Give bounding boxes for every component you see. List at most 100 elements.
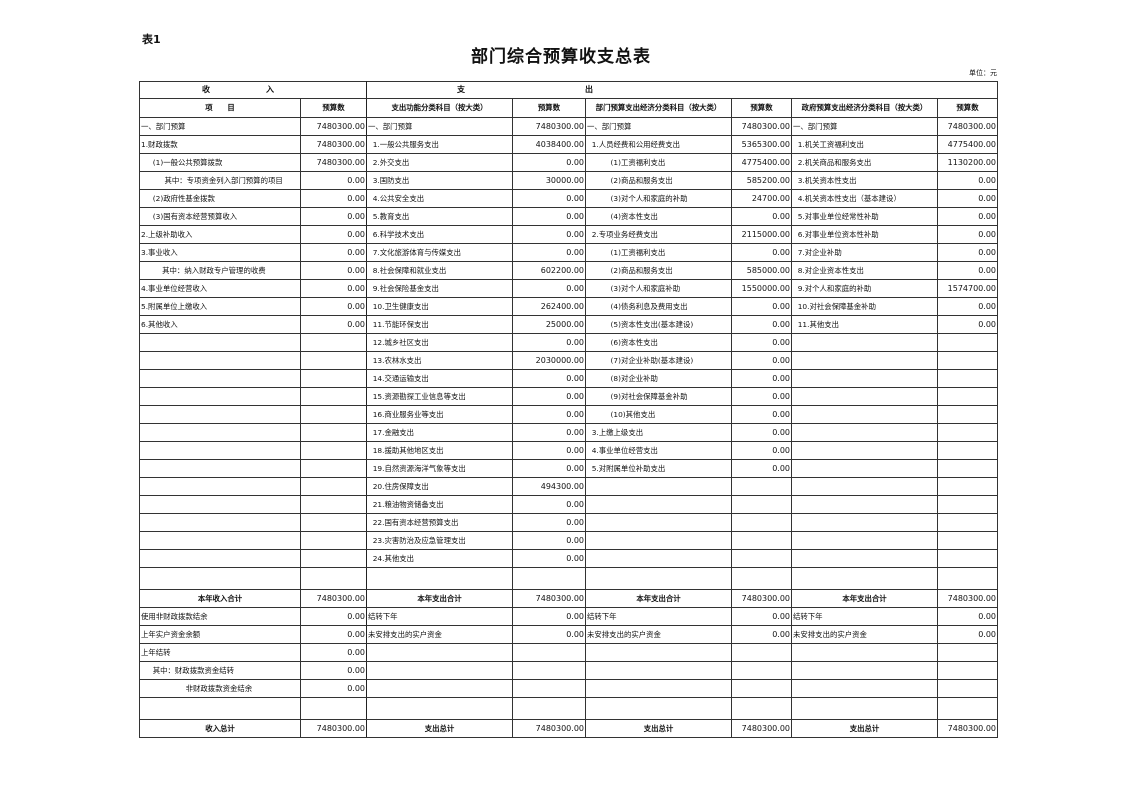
gov-econ-amount-cell <box>937 661 998 680</box>
table-row: 其中：纳入财政专户管理的收费 0.00 8.社会保障和就业支出 602200.00 … <box>139 261 998 280</box>
dept-econ-amount-cell: 0.00 <box>731 423 792 442</box>
income-amount-cell <box>300 459 367 478</box>
income-item-cell: 非财政拨款资金结余 <box>139 679 301 698</box>
function-item-cell: 23.灾害防治及应急管理支出 <box>366 531 513 550</box>
table-row: 收入总计 7480300.00 支出总计 7480300.00 支出总计 7480300.… <box>139 719 998 738</box>
gov-econ-amount-cell: 7480300.00 <box>937 589 998 608</box>
function-item-cell <box>366 661 513 680</box>
dept-econ-item-cell: 本年支出合计 <box>585 589 732 608</box>
income-amount-cell: 0.00 <box>300 607 367 626</box>
dept-econ-amount-cell: 0.00 <box>731 333 792 352</box>
table-row: (3)国有资本经营预算收入 0.00 5.教育支出 0.00 (4)资本性支出 0.0… <box>139 207 998 226</box>
dept-econ-amount-cell: 7480300.00 <box>731 117 792 136</box>
function-amount-cell: 602200.00 <box>512 261 586 280</box>
table-row: 12.城乡社区支出 0.00 (6)资本性支出 0.00 <box>139 333 998 352</box>
gov-econ-item-cell <box>791 459 938 478</box>
dept-econ-amount-cell <box>731 661 792 680</box>
function-amount-cell: 30000.00 <box>512 171 586 190</box>
dept-econ-item-cell: 1.人员经费和公用经费支出 <box>585 135 732 154</box>
gov-econ-item-cell: 结转下年 <box>791 607 938 626</box>
function-amount-cell: 0.00 <box>512 153 586 172</box>
function-amount-cell: 0.00 <box>512 495 586 514</box>
section-header-row: 收 入 支 出 <box>139 81 998 99</box>
income-item-cell: 5.附属单位上缴收入 <box>139 297 301 316</box>
expense-section-header: 支 出 <box>366 81 998 99</box>
income-item-cell <box>139 333 301 352</box>
income-amount-cell: 0.00 <box>300 315 367 334</box>
income-amount-cell: 0.00 <box>300 171 367 190</box>
dept-econ-amount-cell: 0.00 <box>731 351 792 370</box>
income-amount-cell: 7480300.00 <box>300 135 367 154</box>
income-item-cell <box>139 495 301 514</box>
gov-econ-amount-cell <box>937 531 998 550</box>
dept-econ-item-cell: (4)资本性支出 <box>585 207 732 226</box>
function-amount-cell: 0.00 <box>512 369 586 388</box>
income-amount-cell: 0.00 <box>300 625 367 644</box>
income-item-cell: 本年收入合计 <box>139 589 301 608</box>
gov-econ-amount-cell <box>937 405 998 424</box>
dept-econ-amount-cell <box>731 679 792 698</box>
function-item-cell: 结转下年 <box>366 607 513 626</box>
table-row: 其中：专项资金列入部门预算的项目 0.00 3.国防支出 30000.00 (2)商… <box>139 171 998 190</box>
dept-econ-item-cell: (9)对社会保障基金补助 <box>585 387 732 406</box>
dept-econ-amount-cell <box>731 495 792 514</box>
gov-econ-amount-cell <box>937 333 998 352</box>
gov-econ-amount-cell <box>937 495 998 514</box>
gov-econ-amount-cell: 0.00 <box>937 189 998 208</box>
gov-econ-amount-cell <box>937 697 998 720</box>
function-item-cell: 8.社会保障和就业支出 <box>366 261 513 280</box>
function-amount-cell: 494300.00 <box>512 477 586 496</box>
income-item-cell: 一、部门预算 <box>139 117 301 136</box>
dept-econ-amount-cell: 0.00 <box>731 607 792 626</box>
function-item-cell: 7.文化旅游体育与传媒支出 <box>366 243 513 262</box>
income-amount-cell <box>300 441 367 460</box>
income-item-cell: 收入总计 <box>139 719 301 738</box>
column-header-dept-econ-item: 部门预算支出经济分类科目（按大类） <box>585 98 732 118</box>
dept-econ-amount-cell: 0.00 <box>731 405 792 424</box>
function-item-cell: 1.一般公共服务支出 <box>366 135 513 154</box>
dept-econ-amount-cell: 1550000.00 <box>731 279 792 298</box>
income-amount-cell <box>300 369 367 388</box>
income-item-cell: 上年实户资金余额 <box>139 625 301 644</box>
table-number: 表1 <box>142 33 161 46</box>
dept-econ-amount-cell: 24700.00 <box>731 189 792 208</box>
income-amount-cell <box>300 477 367 496</box>
budget-summary-table: 收 入 支 出 项 目预算数 支出功能分类科目（按大类） 预算数 部门预算支出经济分类… <box>139 81 998 738</box>
income-amount-cell: 0.00 <box>300 225 367 244</box>
income-item-cell <box>139 549 301 568</box>
income-item-cell: 1.财政拨款 <box>139 135 301 154</box>
column-header-dept-econ-amount: 预算数 <box>731 98 792 118</box>
dept-econ-item-cell: (2)商品和服务支出 <box>585 261 732 280</box>
gov-econ-amount-cell <box>937 423 998 442</box>
page-title: 部门综合预算收支总表 <box>471 47 651 67</box>
gov-econ-item-cell: 8.对企业资本性支出 <box>791 261 938 280</box>
function-item-cell: 11.节能环保支出 <box>366 315 513 334</box>
dept-econ-item-cell: 结转下年 <box>585 607 732 626</box>
function-item-cell <box>366 697 513 720</box>
dept-econ-amount-cell: 585000.00 <box>731 261 792 280</box>
gov-econ-amount-cell <box>937 679 998 698</box>
function-amount-cell: 0.00 <box>512 531 586 550</box>
dept-econ-item-cell: (3)对个人和家庭补助 <box>585 279 732 298</box>
dept-econ-item-cell <box>585 531 732 550</box>
function-amount-cell: 7480300.00 <box>512 117 586 136</box>
function-item-cell: 15.资源勘探工业信息等支出 <box>366 387 513 406</box>
income-item-cell: (3)国有资本经营预算收入 <box>139 207 301 226</box>
gov-econ-item-cell: 未安排支出的实户资金 <box>791 625 938 644</box>
gov-econ-amount-cell: 7480300.00 <box>937 117 998 136</box>
dept-econ-item-cell: 3.上缴上级支出 <box>585 423 732 442</box>
gov-econ-item-cell: 5.对事业单位经常性补助 <box>791 207 938 226</box>
gov-econ-item-cell <box>791 697 938 720</box>
dept-econ-item-cell: (10)其他支出 <box>585 405 732 424</box>
income-amount-cell: 0.00 <box>300 261 367 280</box>
table-row: 上年实户资金余额 0.00 未安排支出的实户资金 0.00 未安排支出的实户资金 0.00… <box>139 625 998 644</box>
gov-econ-item-cell <box>791 661 938 680</box>
dept-econ-amount-cell: 0.00 <box>731 243 792 262</box>
income-item-cell <box>139 531 301 550</box>
income-item-cell <box>139 459 301 478</box>
dept-econ-item-cell: (4)债务利息及费用支出 <box>585 297 732 316</box>
function-amount-cell: 7480300.00 <box>512 719 586 738</box>
gov-econ-amount-cell <box>937 387 998 406</box>
dept-econ-item-cell: (2)商品和服务支出 <box>585 171 732 190</box>
dept-econ-amount-cell <box>731 531 792 550</box>
